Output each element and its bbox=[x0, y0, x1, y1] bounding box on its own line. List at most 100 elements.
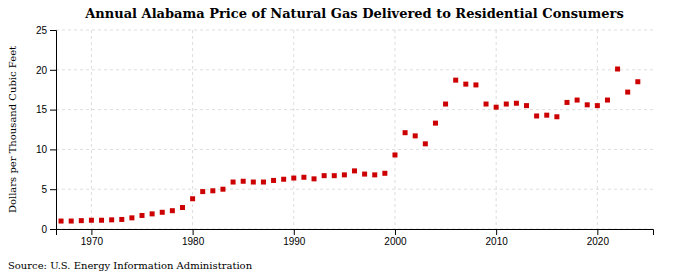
point bbox=[220, 187, 225, 192]
tick-mark bbox=[50, 110, 56, 111]
grid-line-x bbox=[293, 30, 294, 229]
tick: 20 bbox=[36, 65, 56, 76]
point bbox=[89, 218, 94, 223]
tick: 1990 bbox=[283, 229, 306, 247]
tick: 15 bbox=[36, 104, 56, 115]
tick-mark bbox=[50, 70, 56, 71]
point bbox=[160, 210, 165, 215]
annotation: Source: U.S. Energy Information Administ… bbox=[8, 260, 253, 271]
y-axis: 0 5 10 15 20 25 bbox=[36, 25, 57, 235]
point bbox=[484, 102, 489, 107]
tick: 0 bbox=[41, 224, 56, 235]
point bbox=[79, 218, 84, 223]
point bbox=[564, 100, 569, 105]
grid-line-x bbox=[394, 30, 395, 229]
grid-line-x bbox=[91, 30, 92, 229]
point bbox=[271, 178, 276, 183]
tick-mark bbox=[294, 229, 295, 235]
point bbox=[382, 171, 387, 176]
point bbox=[210, 188, 215, 193]
point bbox=[423, 141, 428, 146]
tick-label: 1980 bbox=[182, 236, 205, 247]
tick: 1970 bbox=[81, 229, 104, 247]
grid-line-y bbox=[56, 189, 653, 190]
point bbox=[534, 113, 539, 118]
point bbox=[443, 102, 448, 107]
tick-mark bbox=[50, 189, 56, 190]
point bbox=[514, 101, 519, 106]
point bbox=[119, 217, 124, 222]
y-axis-label: Dollars per Thousand Cubic Feet bbox=[7, 46, 18, 213]
tick: 25 bbox=[36, 25, 56, 36]
axis-line bbox=[50, 31, 57, 230]
tick-mark bbox=[496, 229, 497, 235]
point bbox=[291, 176, 296, 181]
point bbox=[69, 219, 74, 224]
tick-label: 15 bbox=[36, 104, 48, 115]
point bbox=[352, 168, 357, 173]
tick: 10 bbox=[36, 144, 56, 155]
point bbox=[403, 130, 408, 135]
grid-line-y bbox=[56, 149, 653, 150]
point bbox=[322, 173, 327, 178]
point bbox=[170, 208, 175, 213]
tick-label: 20 bbox=[36, 65, 48, 76]
point bbox=[342, 172, 347, 177]
point bbox=[392, 152, 397, 157]
tick-label: 2000 bbox=[384, 236, 407, 247]
axis-line bbox=[57, 230, 654, 236]
point bbox=[190, 196, 195, 201]
tick-mark bbox=[597, 229, 598, 235]
point bbox=[554, 114, 559, 119]
point bbox=[200, 189, 205, 194]
tick: 1980 bbox=[182, 229, 205, 247]
point bbox=[635, 79, 640, 84]
tick: 2010 bbox=[486, 229, 509, 247]
point bbox=[453, 78, 458, 83]
point bbox=[413, 133, 418, 138]
point bbox=[59, 219, 64, 224]
point bbox=[544, 113, 549, 118]
tick-mark bbox=[193, 229, 194, 235]
tick-mark bbox=[50, 149, 56, 150]
grid-line-y bbox=[56, 109, 653, 110]
tick-label: 10 bbox=[36, 144, 48, 155]
tick-label: 2020 bbox=[587, 236, 610, 247]
grid-line-x bbox=[597, 30, 598, 229]
point bbox=[575, 98, 580, 103]
point bbox=[251, 180, 256, 185]
chart: 1970 1980 1990 2000 2010 2020 0 5 10 15 20 25 Annual… bbox=[0, 0, 675, 275]
point bbox=[231, 180, 236, 185]
title: Annual Alabama Price of Natural Gas Deli… bbox=[84, 6, 624, 21]
point bbox=[180, 205, 185, 210]
tick: 2000 bbox=[384, 229, 407, 247]
point bbox=[615, 67, 620, 72]
point bbox=[332, 173, 337, 178]
point bbox=[463, 82, 468, 87]
point bbox=[129, 215, 134, 220]
tick-mark bbox=[50, 229, 56, 230]
point bbox=[312, 176, 317, 181]
tick-label: 5 bbox=[41, 184, 47, 195]
point bbox=[473, 82, 478, 87]
tick-label: 1990 bbox=[283, 236, 306, 247]
point bbox=[524, 103, 529, 108]
point bbox=[241, 179, 246, 184]
point bbox=[281, 177, 286, 182]
tick-label: 2010 bbox=[486, 236, 509, 247]
point bbox=[433, 121, 438, 126]
tick-mark bbox=[91, 229, 92, 235]
tick: 5 bbox=[41, 184, 56, 195]
tick-mark bbox=[50, 30, 56, 31]
point bbox=[140, 213, 145, 218]
tick-label: 25 bbox=[36, 25, 48, 36]
point bbox=[301, 175, 306, 180]
point bbox=[362, 172, 367, 177]
point bbox=[625, 90, 630, 95]
tick: 2020 bbox=[587, 229, 610, 247]
points bbox=[59, 67, 641, 224]
plot: 1970 1980 1990 2000 2010 2020 0 5 10 15 20 25 bbox=[36, 25, 654, 247]
x-axis: 1970 1980 1990 2000 2010 2020 bbox=[57, 229, 654, 247]
point bbox=[504, 102, 509, 107]
tick-label: 0 bbox=[41, 224, 47, 235]
